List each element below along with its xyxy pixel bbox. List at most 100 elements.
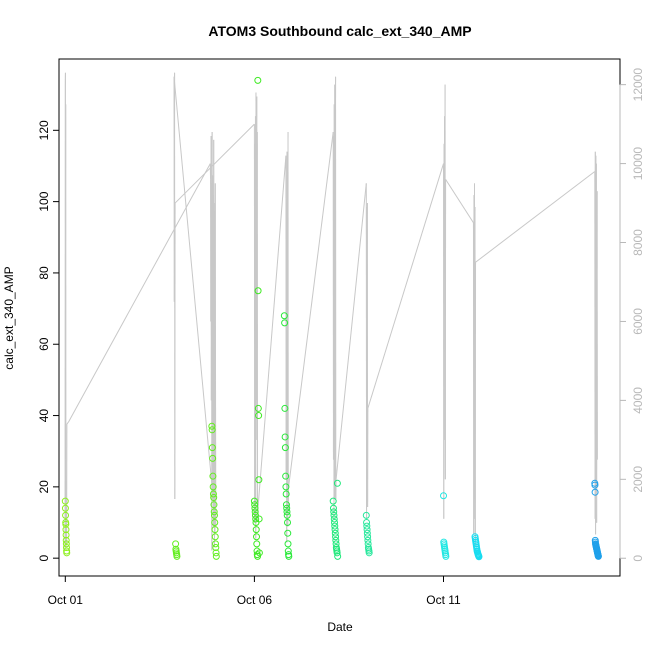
data-point xyxy=(61,504,69,512)
data-point xyxy=(252,526,260,534)
data-point xyxy=(251,501,259,509)
data-point xyxy=(62,526,70,534)
plot-frame xyxy=(58,58,621,577)
data-point xyxy=(254,404,262,412)
data-point xyxy=(62,543,70,551)
data-point xyxy=(208,422,216,430)
data-point xyxy=(212,549,220,557)
x-axis: Oct 01 Oct 06 Oct 11 xyxy=(48,575,461,607)
data-point xyxy=(254,552,262,560)
data-point xyxy=(331,519,339,527)
data-point xyxy=(255,515,263,523)
right-tick-label: 6000 xyxy=(631,308,645,335)
trace-segment xyxy=(68,163,211,423)
data-point xyxy=(62,520,70,528)
data-point xyxy=(62,511,70,519)
x-axis-label: Date xyxy=(327,620,353,634)
data-point xyxy=(281,319,289,327)
data-point xyxy=(209,490,217,498)
data-point xyxy=(209,454,217,462)
left-tick-label: 100 xyxy=(37,191,51,211)
data-point xyxy=(254,287,262,295)
data-point xyxy=(284,519,291,527)
data-point xyxy=(283,508,291,516)
trace-segment xyxy=(173,76,217,527)
data-point xyxy=(173,552,181,560)
x-tick-label: Oct 06 xyxy=(237,593,273,607)
left-tick-label: 60 xyxy=(37,337,51,351)
data-point xyxy=(591,481,599,489)
data-point xyxy=(210,508,218,516)
data-point xyxy=(209,483,217,491)
data-point xyxy=(283,511,291,519)
data-point xyxy=(251,511,259,519)
data-point xyxy=(363,526,371,534)
data-point xyxy=(282,483,290,491)
data-point xyxy=(208,426,216,434)
data-point xyxy=(212,552,220,560)
data-point xyxy=(209,472,217,480)
data-point xyxy=(329,504,337,512)
data-point xyxy=(254,76,262,84)
data-point xyxy=(282,472,290,480)
data-point xyxy=(363,529,371,537)
data-point xyxy=(210,511,218,519)
data-point xyxy=(364,533,372,541)
left-tick-label: 80 xyxy=(37,266,51,280)
trace-segment xyxy=(445,179,474,224)
data-point xyxy=(251,504,259,512)
data-point xyxy=(363,519,371,527)
trace-segment xyxy=(475,171,596,263)
trace-segment xyxy=(367,163,444,409)
chart-title: ATOM3 Southbound calc_ext_340_AMP xyxy=(208,23,471,39)
right-y-axis: 0 2000 4000 6000 8000 10000 12000 xyxy=(619,68,645,562)
trace-segment xyxy=(66,421,69,425)
data-point xyxy=(282,501,290,509)
data-point xyxy=(333,479,341,487)
data-point xyxy=(253,533,261,541)
data-point xyxy=(255,549,263,557)
data-point xyxy=(331,522,339,530)
data-point xyxy=(332,533,340,541)
data-point xyxy=(212,543,220,551)
data-point xyxy=(62,531,70,539)
right-tick-label: 10000 xyxy=(631,147,645,181)
data-point xyxy=(329,497,337,505)
scatter-points-layer xyxy=(61,76,602,561)
data-point xyxy=(62,540,70,548)
data-point xyxy=(252,515,260,523)
data-point xyxy=(284,529,292,537)
left-tick-label: 120 xyxy=(37,120,51,140)
data-point xyxy=(282,490,290,498)
y-axis-label: calc_ext_340_AMP xyxy=(2,266,16,369)
trace-segment xyxy=(174,123,255,204)
data-point xyxy=(594,552,602,560)
data-point xyxy=(172,540,180,548)
data-point xyxy=(364,536,372,544)
right-tick-label: 2000 xyxy=(631,466,645,493)
data-point xyxy=(280,312,288,320)
data-point xyxy=(281,433,289,441)
data-point xyxy=(211,526,219,534)
data-point xyxy=(281,444,289,452)
data-point xyxy=(440,492,448,500)
data-point xyxy=(283,504,291,512)
trace-segment xyxy=(335,183,367,480)
secondary-trace-layer xyxy=(64,72,598,551)
data-point xyxy=(330,515,338,523)
data-point xyxy=(62,536,70,544)
right-tick-label: 4000 xyxy=(631,387,645,414)
data-point xyxy=(255,412,263,420)
data-point xyxy=(365,549,373,557)
data-point xyxy=(250,497,258,505)
x-tick-label: Oct 11 xyxy=(426,593,461,607)
trace-segment xyxy=(257,155,287,507)
data-point xyxy=(333,549,341,557)
data-point xyxy=(211,533,219,541)
right-tick-label: 0 xyxy=(631,555,645,562)
data-point xyxy=(284,540,292,548)
data-point xyxy=(63,549,71,557)
data-point xyxy=(442,552,450,560)
data-point xyxy=(208,444,216,452)
